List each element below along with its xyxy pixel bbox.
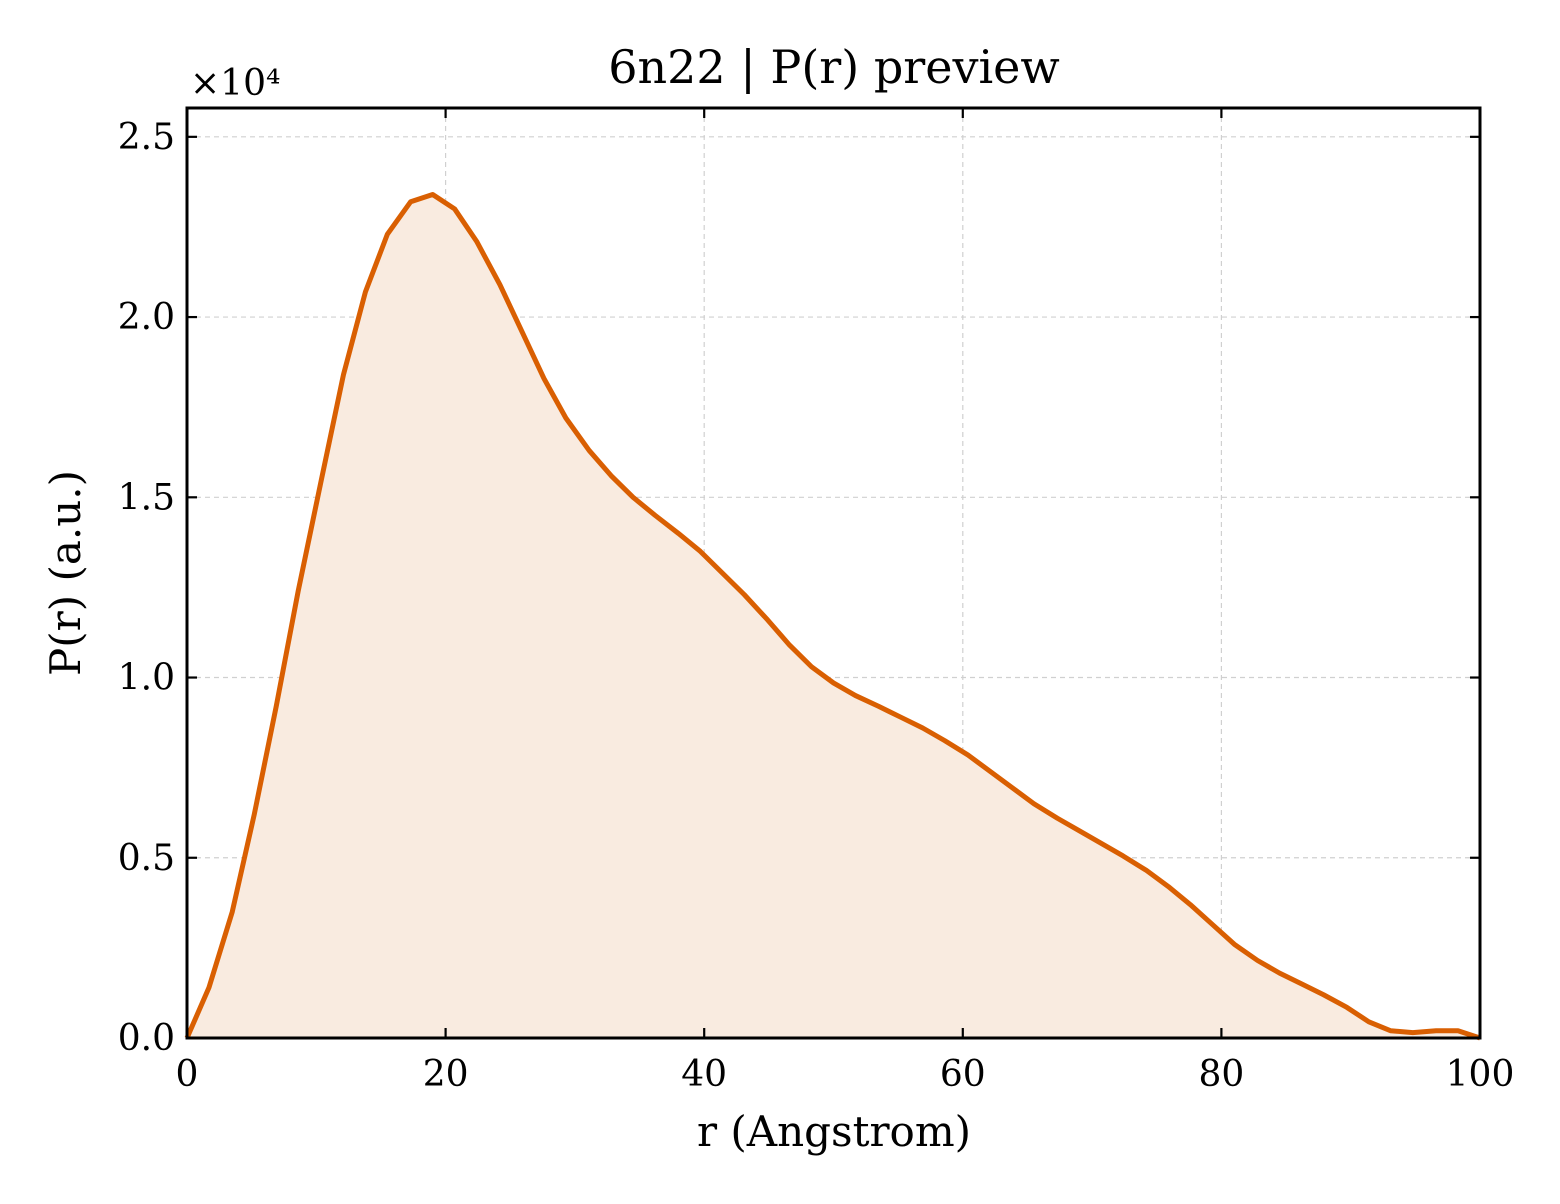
y-tick-label: 0.0 xyxy=(118,1018,175,1059)
x-tick-label: 40 xyxy=(681,1054,727,1095)
pr-series-line xyxy=(184,192,1481,1041)
chart-title: 6n22 | P(r) preview xyxy=(608,40,1060,94)
y-tick-label: 1.0 xyxy=(118,658,175,699)
pr-area-fill xyxy=(187,194,1480,1038)
x-tick-label: 100 xyxy=(1446,1054,1515,1095)
y-axis-multiplier: ×10⁴ xyxy=(190,63,280,104)
y-tick-label: 0.5 xyxy=(118,838,175,879)
x-tick-label: 80 xyxy=(1198,1054,1244,1095)
x-axis-label: r (Angstrom) xyxy=(697,1107,971,1156)
y-tick-label: 1.5 xyxy=(118,477,175,518)
x-tick-label: 60 xyxy=(940,1054,986,1095)
ticks-layer: 0 20 40 60 80 100 0.0 0.5 1.0 1.5 2.0 2.5 xyxy=(118,108,1515,1095)
x-tick-label: 0 xyxy=(176,1054,199,1095)
y-axis-label: P(r) (a.u.) xyxy=(41,470,90,676)
y-tick-label: 2.5 xyxy=(118,117,175,158)
y-tick-label: 2.0 xyxy=(118,297,175,338)
plot-frame xyxy=(185,106,1482,1040)
x-tick-label: 20 xyxy=(423,1054,469,1095)
